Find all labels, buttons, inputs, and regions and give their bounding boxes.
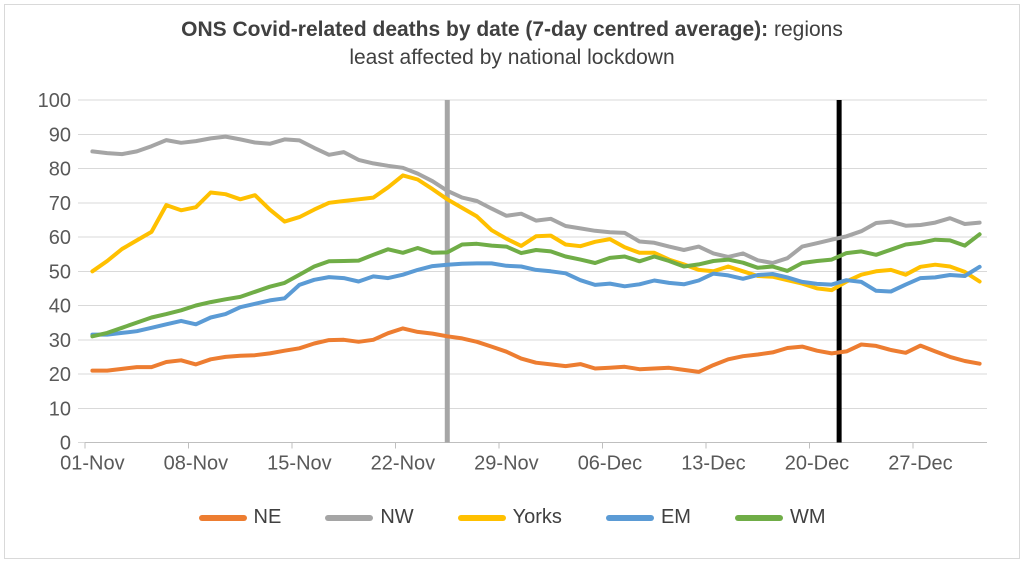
y-tick-label: 70 — [49, 193, 71, 215]
y-tick-label: 20 — [49, 364, 71, 386]
x-tick-label: 08-Nov — [164, 453, 228, 475]
chart-title-regular: regions — [768, 18, 843, 41]
y-tick-label: 0 — [60, 433, 71, 455]
series-line-NW — [90, 134, 982, 265]
chart-title-bold: ONS Covid-related deaths by date (7-day … — [181, 18, 769, 41]
series-line-WM — [90, 232, 982, 339]
y-tick-label: 30 — [49, 330, 71, 352]
legend-swatch-WM — [734, 514, 783, 521]
y-tick-label: 50 — [49, 261, 71, 283]
legend-label: NW — [380, 506, 414, 528]
legend-label: EM — [660, 506, 691, 528]
x-tick-label: 15-Nov — [267, 453, 331, 475]
legend-item-EM: EM — [605, 506, 691, 529]
series-line-EM — [90, 261, 982, 337]
chart-legend: NE NW Yorks EM WM — [0, 506, 1024, 529]
x-tick-label: 20-Dec — [785, 453, 849, 475]
legend-swatch-Yorks — [457, 514, 506, 521]
legend-item-Yorks: Yorks — [457, 506, 562, 529]
legend-label: NE — [253, 506, 282, 528]
series-line-Yorks — [90, 173, 982, 293]
y-tick-label: 90 — [49, 124, 71, 146]
x-tick-label: 06-Dec — [578, 453, 642, 475]
legend-swatch-NW — [325, 514, 374, 521]
chart-title-line2: least affected by national lockdown — [349, 46, 675, 69]
series-line-NE — [90, 326, 982, 374]
x-tick-label: 13-Dec — [681, 453, 745, 475]
x-tick-label: 29-Nov — [474, 453, 538, 475]
x-tick-label: 22-Nov — [371, 453, 435, 475]
y-tick-label: 40 — [49, 296, 71, 318]
y-tick-label: 10 — [49, 398, 71, 420]
legend-item-NW: NW — [325, 506, 414, 529]
x-tick-label: 27-Dec — [888, 453, 952, 475]
legend-label: Yorks — [512, 506, 562, 528]
legend-swatch-NE — [198, 514, 247, 521]
y-tick-label: 60 — [49, 227, 71, 249]
legend-item-NE: NE — [198, 506, 282, 529]
y-tick-label: 80 — [49, 159, 71, 181]
chart-title-line1: ONS Covid-related deaths by date (7-day … — [0, 16, 1024, 44]
legend-item-WM: WM — [734, 506, 826, 529]
legend-swatch-EM — [605, 514, 654, 521]
chart-title: ONS Covid-related deaths by date (7-day … — [0, 16, 1024, 72]
x-tick-label: 01-Nov — [60, 453, 124, 475]
y-tick-label: 100 — [38, 90, 71, 112]
legend-label: WM — [789, 506, 826, 528]
